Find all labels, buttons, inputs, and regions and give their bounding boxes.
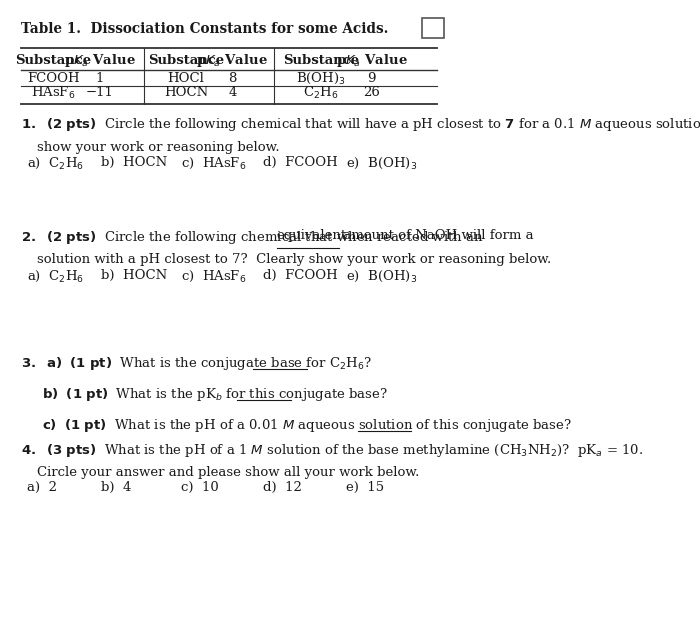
FancyBboxPatch shape <box>421 18 444 38</box>
Text: p$K_a$ Value: p$K_a$ Value <box>197 52 268 69</box>
Text: a)  C$_2$H$_6$: a) C$_2$H$_6$ <box>27 269 84 284</box>
Text: a)  C$_2$H$_6$: a) C$_2$H$_6$ <box>27 156 84 172</box>
Text: −11: −11 <box>86 86 114 99</box>
Text: solution with a pH closest to 7?  Clearly show your work or reasoning below.: solution with a pH closest to 7? Clearly… <box>37 253 552 266</box>
Text: show your work or reasoning below.: show your work or reasoning below. <box>37 141 280 154</box>
Text: HOCl: HOCl <box>167 72 204 84</box>
Text: e)  15: e) 15 <box>346 481 384 494</box>
Text: HOCN: HOCN <box>164 86 208 99</box>
Text: c)  HAsF$_6$: c) HAsF$_6$ <box>181 269 247 284</box>
Text: $\mathbf{1.}$  $\mathbf{(2\ pts)}$  Circle the following chemical that will have: $\mathbf{1.}$ $\mathbf{(2\ pts)}$ Circle… <box>21 116 700 134</box>
Text: 8: 8 <box>228 72 237 84</box>
Text: b)  4: b) 4 <box>102 481 132 494</box>
Text: Circle your answer and please show all your work below.: Circle your answer and please show all y… <box>37 466 419 479</box>
Text: $\mathbf{2.}$  $\mathbf{(2\ pts)}$  Circle the following chemical that when reac: $\mathbf{2.}$ $\mathbf{(2\ pts)}$ Circle… <box>21 229 484 246</box>
Text: b)  HOCN: b) HOCN <box>102 156 167 169</box>
Text: d)  FCOOH: d) FCOOH <box>262 269 337 282</box>
Text: $\mathbf{c)}$  $\mathbf{(1\ pt)}$  What is the pH of a 0.01 $\it{M}$ aqueous sol: $\mathbf{c)}$ $\mathbf{(1\ pt)}$ What is… <box>42 417 572 434</box>
Text: b)  HOCN: b) HOCN <box>102 269 167 282</box>
Text: $\mathbf{4.}$  $\mathbf{(3\ pts)}$  What is the pH of a 1 $\it{M}$ solution of t: $\mathbf{4.}$ $\mathbf{(3\ pts)}$ What i… <box>21 442 643 459</box>
Text: d)  FCOOH: d) FCOOH <box>262 156 337 169</box>
Text: e)  B(OH)$_3$: e) B(OH)$_3$ <box>346 269 417 284</box>
Text: a)  2: a) 2 <box>27 481 57 494</box>
Text: Table 1.  Dissociation Constants for some Acids.: Table 1. Dissociation Constants for some… <box>21 22 388 36</box>
Text: e)  B(OH)$_3$: e) B(OH)$_3$ <box>346 156 417 172</box>
Text: d)  12: d) 12 <box>262 481 302 494</box>
Text: $\mathbf{3.}$  $\mathbf{a)}$  $\mathbf{(1\ pt)}$  What is the conjugate base for: $\mathbf{3.}$ $\mathbf{a)}$ $\mathbf{(1\… <box>21 355 372 372</box>
Text: c)  HAsF$_6$: c) HAsF$_6$ <box>181 156 247 172</box>
Text: 26: 26 <box>363 86 380 99</box>
Text: 4: 4 <box>228 86 237 99</box>
Text: 1: 1 <box>96 72 104 84</box>
Text: B(OH)$_3$: B(OH)$_3$ <box>296 70 346 86</box>
Text: Substance: Substance <box>148 54 224 67</box>
Text: p$K_a$ Value: p$K_a$ Value <box>336 52 408 69</box>
Text: c)  10: c) 10 <box>181 481 219 494</box>
Text: p$K_a$ Value: p$K_a$ Value <box>64 52 136 69</box>
Text: equivalent: equivalent <box>276 229 346 242</box>
Text: amount of NaOH will form a: amount of NaOH will form a <box>340 229 534 242</box>
Text: $\mathbf{b)}$  $\mathbf{(1\ pt)}$  What is the pK$_b$ for this conjugate base?: $\mathbf{b)}$ $\mathbf{(1\ pt)}$ What is… <box>42 386 388 403</box>
Text: 9: 9 <box>368 72 376 84</box>
Text: C$_2$H$_6$: C$_2$H$_6$ <box>303 84 338 101</box>
Text: Substance: Substance <box>15 54 92 67</box>
Text: FCOOH: FCOOH <box>27 72 80 84</box>
Text: HAsF$_6$: HAsF$_6$ <box>32 84 76 101</box>
Text: Substance: Substance <box>283 54 359 67</box>
